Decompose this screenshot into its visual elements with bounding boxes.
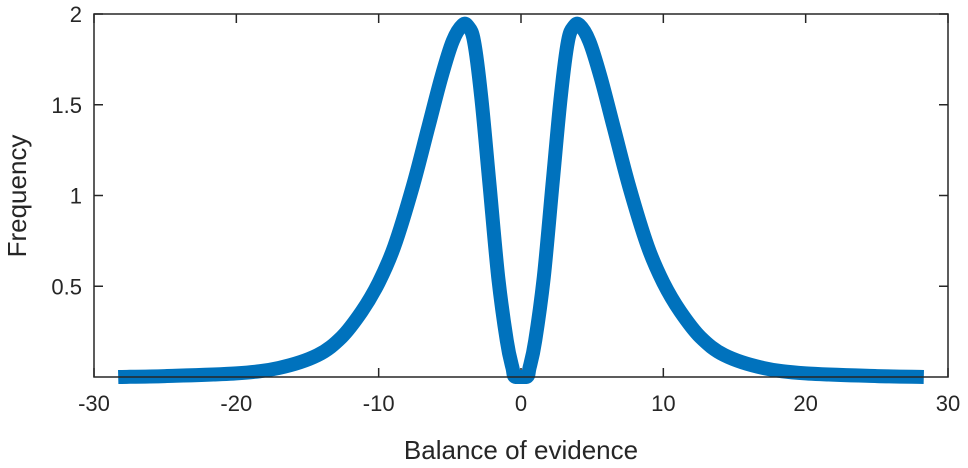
x-tick-label: 30: [936, 391, 960, 416]
y-axis-label: Frequency: [2, 135, 32, 258]
y-tick-label: 0.5: [51, 274, 82, 299]
y-tick-label: 1.5: [51, 93, 82, 118]
x-tick-label: 0: [515, 391, 527, 416]
x-tick-label: -20: [220, 391, 252, 416]
y-tick-label: 2: [70, 2, 82, 27]
x-tick-label: -10: [363, 391, 395, 416]
axes-box: [93, 13, 949, 378]
x-tick-label: -30: [78, 391, 110, 416]
x-axis-label: Balance of evidence: [404, 435, 638, 465]
x-tick-label: 20: [793, 391, 817, 416]
plot-area: [94, 14, 948, 377]
x-tick-label: 10: [651, 391, 675, 416]
y-tick-label: 1: [70, 184, 82, 209]
